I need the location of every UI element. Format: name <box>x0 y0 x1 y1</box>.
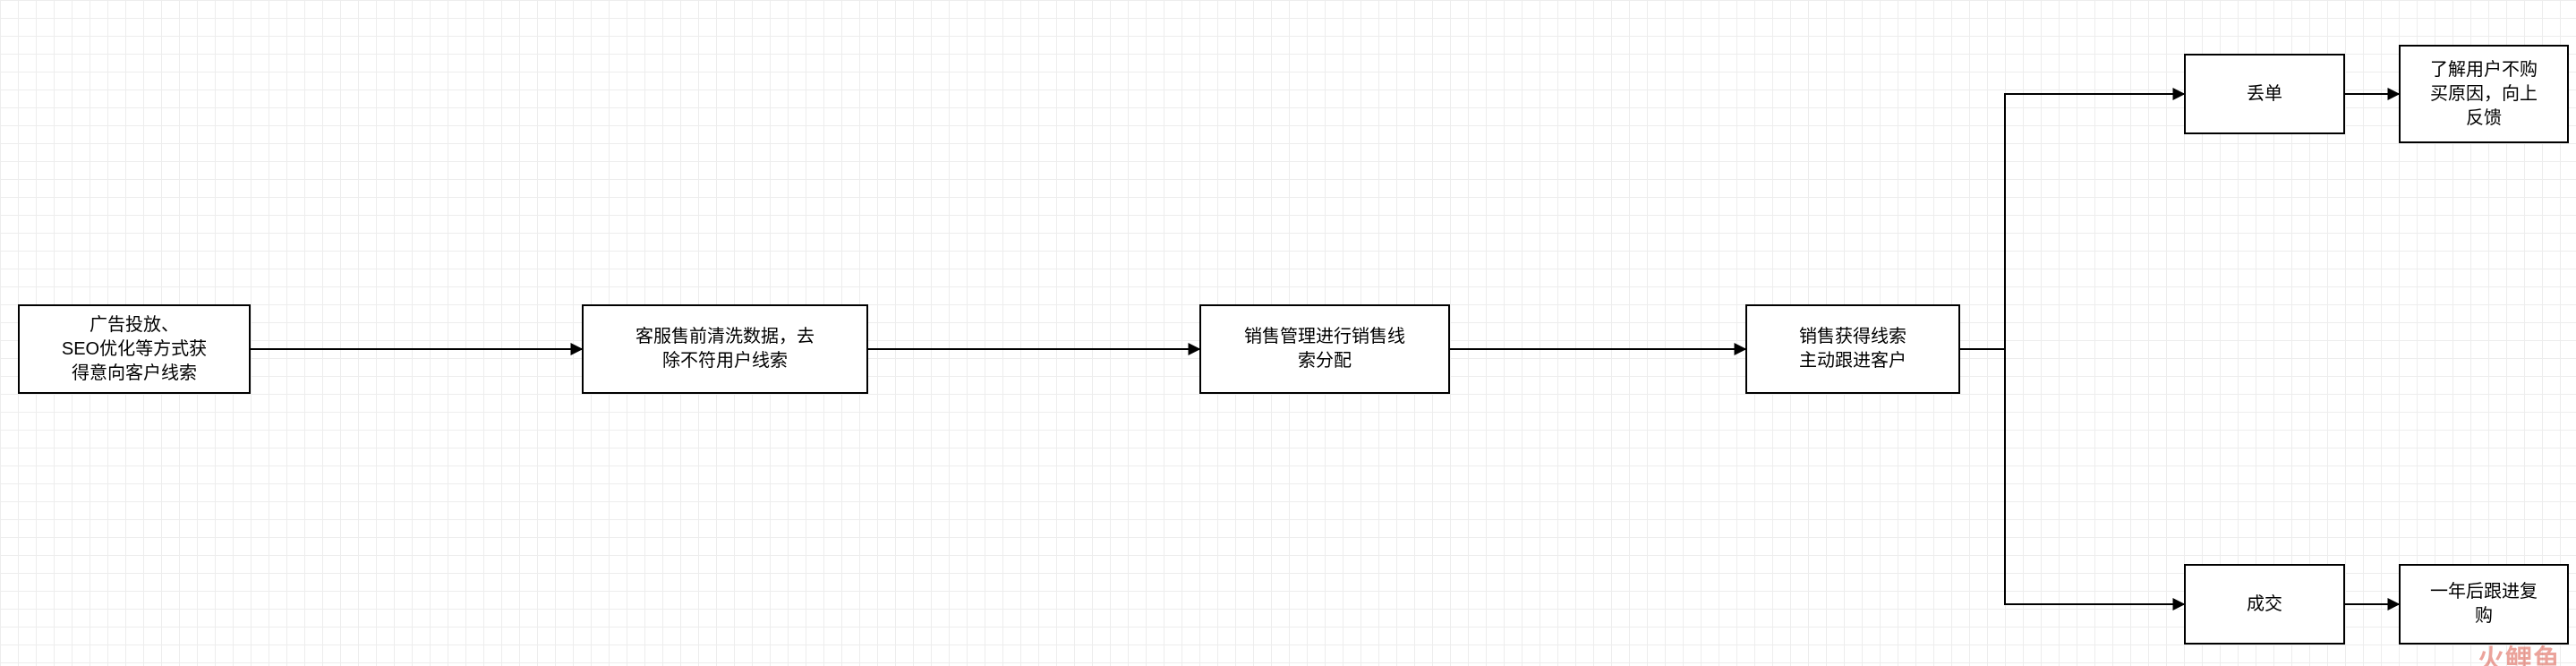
flow-node-n2: 客服售前清洗数据，去 除不符用户线索 <box>582 304 868 394</box>
edge-n4-n5 <box>1960 94 2184 349</box>
flow-node-n6: 了解用户不购 买原因，向上 反馈 <box>2399 45 2569 143</box>
edge-n4-n7 <box>1960 349 2184 604</box>
flow-node-n7: 成交 <box>2184 564 2345 645</box>
flow-node-n5: 丢单 <box>2184 54 2345 134</box>
flow-node-n1: 广告投放、 SEO优化等方式获 得意向客户线索 <box>18 304 251 394</box>
flow-node-n3: 销售管理进行销售线 索分配 <box>1199 304 1450 394</box>
flow-node-n4: 销售获得线索 主动跟进客户 <box>1745 304 1960 394</box>
flow-node-n8: 一年后跟进复 购 <box>2399 564 2569 645</box>
diagram-canvas: 火鲤鱼 广告投放、 SEO优化等方式获 得意向客户线索客服售前清洗数据，去 除不… <box>0 0 2576 666</box>
